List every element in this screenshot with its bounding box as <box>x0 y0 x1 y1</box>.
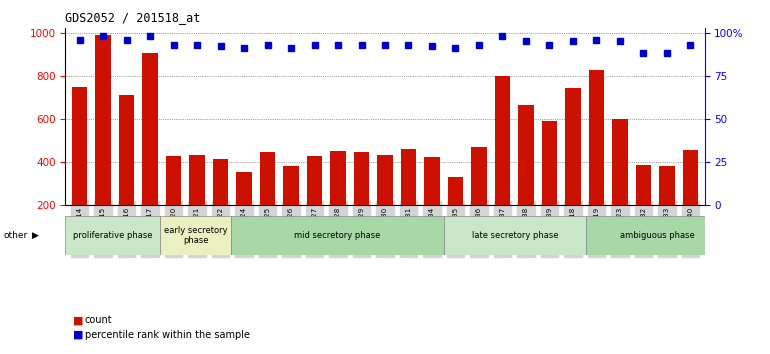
Bar <box>231 216 444 255</box>
Bar <box>471 147 487 249</box>
Bar <box>401 149 416 249</box>
Bar <box>377 155 393 249</box>
Bar <box>95 35 111 249</box>
Bar <box>72 87 87 249</box>
Bar <box>612 119 628 249</box>
Bar <box>142 53 158 249</box>
Bar <box>236 172 252 249</box>
Bar <box>565 88 581 249</box>
Bar <box>683 150 698 249</box>
Text: proliferative phase: proliferative phase <box>73 231 152 240</box>
Bar <box>518 105 534 249</box>
Bar <box>659 166 675 249</box>
Bar <box>586 216 728 255</box>
Bar <box>636 165 651 249</box>
Bar <box>307 156 322 249</box>
Text: mid secretory phase: mid secretory phase <box>294 231 381 240</box>
Bar <box>160 216 231 255</box>
Text: count: count <box>85 315 112 325</box>
Bar <box>330 152 346 249</box>
Text: ■: ■ <box>73 315 84 325</box>
Bar <box>448 177 463 249</box>
Text: ▶: ▶ <box>32 231 39 240</box>
Bar <box>166 156 181 249</box>
Bar <box>213 159 228 249</box>
Bar <box>495 76 510 249</box>
Bar <box>424 157 440 249</box>
Bar <box>119 95 134 249</box>
Bar <box>444 216 586 255</box>
Text: ambiguous phase: ambiguous phase <box>620 231 695 240</box>
Text: other: other <box>4 231 28 240</box>
Text: late secretory phase: late secretory phase <box>472 231 558 240</box>
Bar <box>65 216 160 255</box>
Bar <box>589 70 604 249</box>
Text: percentile rank within the sample: percentile rank within the sample <box>85 330 249 339</box>
Bar <box>283 166 299 249</box>
Bar <box>189 155 205 249</box>
Text: ■: ■ <box>73 330 84 339</box>
Bar <box>354 153 369 249</box>
Text: early secretory
phase: early secretory phase <box>164 226 227 245</box>
Bar <box>542 121 557 249</box>
Bar <box>260 153 275 249</box>
Text: GDS2052 / 201518_at: GDS2052 / 201518_at <box>65 11 201 24</box>
